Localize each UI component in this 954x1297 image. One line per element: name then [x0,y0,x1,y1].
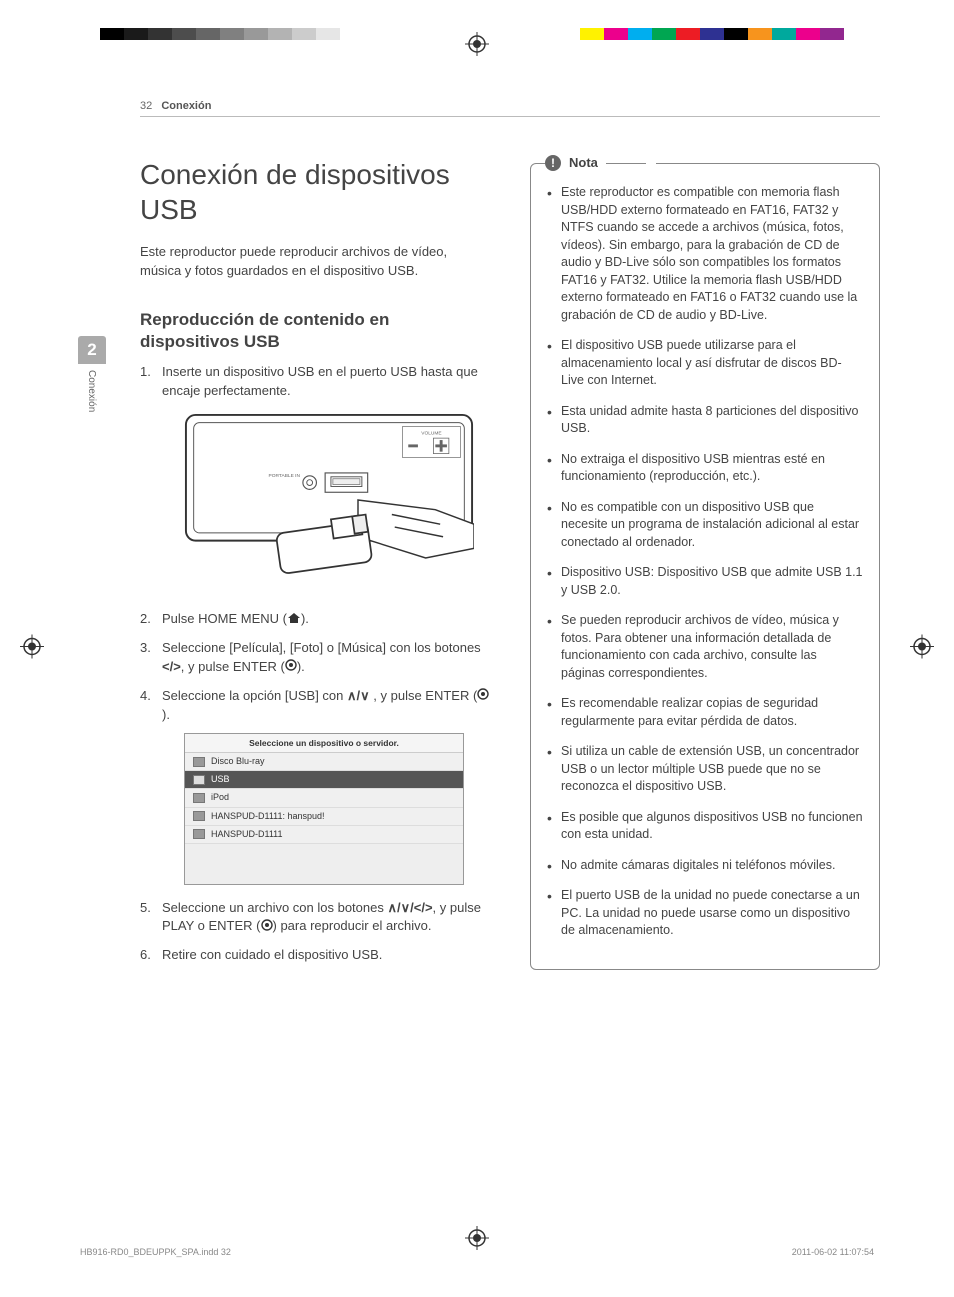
running-head: 32 Conexión [140,100,880,117]
note-item: Este reproductor es compatible con memor… [547,184,863,324]
intro-paragraph: Este reproductor puede reproducir archiv… [140,243,490,281]
color-swatch [796,28,820,40]
color-swatch [604,28,628,40]
step-3: Seleccione [Película], [Foto] o [Música]… [140,639,490,677]
note-item: Si utiliza un cable de extensión USB, un… [547,743,863,796]
gray-swatch [244,28,268,40]
chapter-label: Conexión [86,364,97,412]
left-column: Conexión de dispositivos USB Este reprod… [140,157,490,975]
step-2: Pulse HOME MENU (). [140,610,490,629]
device-menu-screenshot: Seleccione un dispositivo o servidor. Di… [184,733,464,885]
note-list: Este reproductor es compatible con memor… [547,184,863,940]
gray-swatch [268,28,292,40]
color-swatch [652,28,676,40]
color-swatch [676,28,700,40]
gray-swatch [172,28,196,40]
sub-heading: Reproducción de contenido en dispositivo… [140,309,490,353]
chapter-number: 2 [78,336,106,364]
note-label: ! Nota [545,154,656,173]
footer-filename: HB916-RD0_BDEUPPK_SPA.indd 32 [80,1247,231,1257]
step-4: Seleccione la opción [USB] con ∧/∨ , y p… [140,687,490,884]
note-item: Se pueden reproducir archivos de vídeo, … [547,612,863,682]
page-number: 32 [140,100,152,112]
registration-mark-icon [910,634,934,663]
color-swatch [820,28,844,40]
device-type-icon [193,775,205,785]
steps-list: Inserte un dispositivo USB en el puerto … [140,363,490,965]
step-5: Seleccione un archivo con los botones ∧/… [140,899,490,937]
color-swatch [772,28,796,40]
menu-header: Seleccione un dispositivo o servidor. [185,734,463,753]
color-swatch [700,28,724,40]
gray-swatch [100,28,124,40]
svg-text:PORTABLE IN: PORTABLE IN [269,472,301,478]
menu-row-label: HANSPUD-D1111: hanspud! [211,810,325,823]
step-1: Inserte un dispositivo USB en el puerto … [140,363,490,593]
menu-row-label: iPod [211,791,229,804]
note-item: No admite cámaras digitales ni teléfonos… [547,857,863,875]
device-type-icon [193,757,205,767]
menu-row: Disco Blu-ray [185,753,463,771]
step-6: Retire con cuidado el dispositivo USB. [140,946,490,965]
menu-row: HANSPUD-D1111 [185,826,463,844]
menu-row: iPod [185,789,463,807]
menu-row-label: Disco Blu-ray [211,755,265,768]
note-item: El dispositivo USB puede utilizarse para… [547,337,863,390]
note-item: No extraiga el dispositivo USB mientras … [547,451,863,486]
page-footer: HB916-RD0_BDEUPPK_SPA.indd 32 2011-06-02… [80,1247,874,1257]
note-item: Dispositivo USB: Dispositivo USB que adm… [547,564,863,599]
footer-datetime: 2011-06-02 11:07:54 [792,1247,874,1257]
note-item: Esta unidad admite hasta 8 particiones d… [547,403,863,438]
menu-row-label: HANSPUD-D1111 [211,828,283,841]
section-name: Conexión [161,100,211,112]
device-type-icon [193,811,205,821]
enter-icon [285,658,297,677]
menu-row: USB [185,771,463,789]
gray-swatch [196,28,220,40]
home-icon [287,611,301,630]
menu-row-label: USB [211,773,230,786]
note-box: ! Nota Este reproductor es compatible co… [530,163,880,970]
note-item: No es compatible con un dispositivo USB … [547,499,863,552]
info-icon: ! [545,155,561,171]
device-diagram: VOLUME PORTABLE IN [184,413,474,593]
device-type-icon [193,829,205,839]
color-swatch [748,28,772,40]
registration-mark-icon [20,634,44,663]
gray-swatch [292,28,316,40]
color-swatch [628,28,652,40]
gray-swatch [316,28,340,40]
note-item: Es recomendable realizar copias de segur… [547,695,863,730]
menu-row: HANSPUD-D1111: hanspud! [185,808,463,826]
note-item: El puerto USB de la unidad no puede cone… [547,887,863,940]
color-swatch [580,28,604,40]
gray-swatch [124,28,148,40]
gray-swatch [148,28,172,40]
color-swatch [724,28,748,40]
registration-mark-icon [465,32,489,61]
gray-swatch [220,28,244,40]
gray-swatch [340,28,364,40]
right-column: ! Nota Este reproductor es compatible co… [530,157,880,975]
main-heading: Conexión de dispositivos USB [140,157,490,227]
chapter-tab: 2 Conexión [78,336,108,412]
svg-text:VOLUME: VOLUME [421,430,442,436]
enter-icon [477,687,489,706]
device-type-icon [193,793,205,803]
enter-icon [261,918,273,937]
note-item: Es posible que algunos dispositivos USB … [547,809,863,844]
